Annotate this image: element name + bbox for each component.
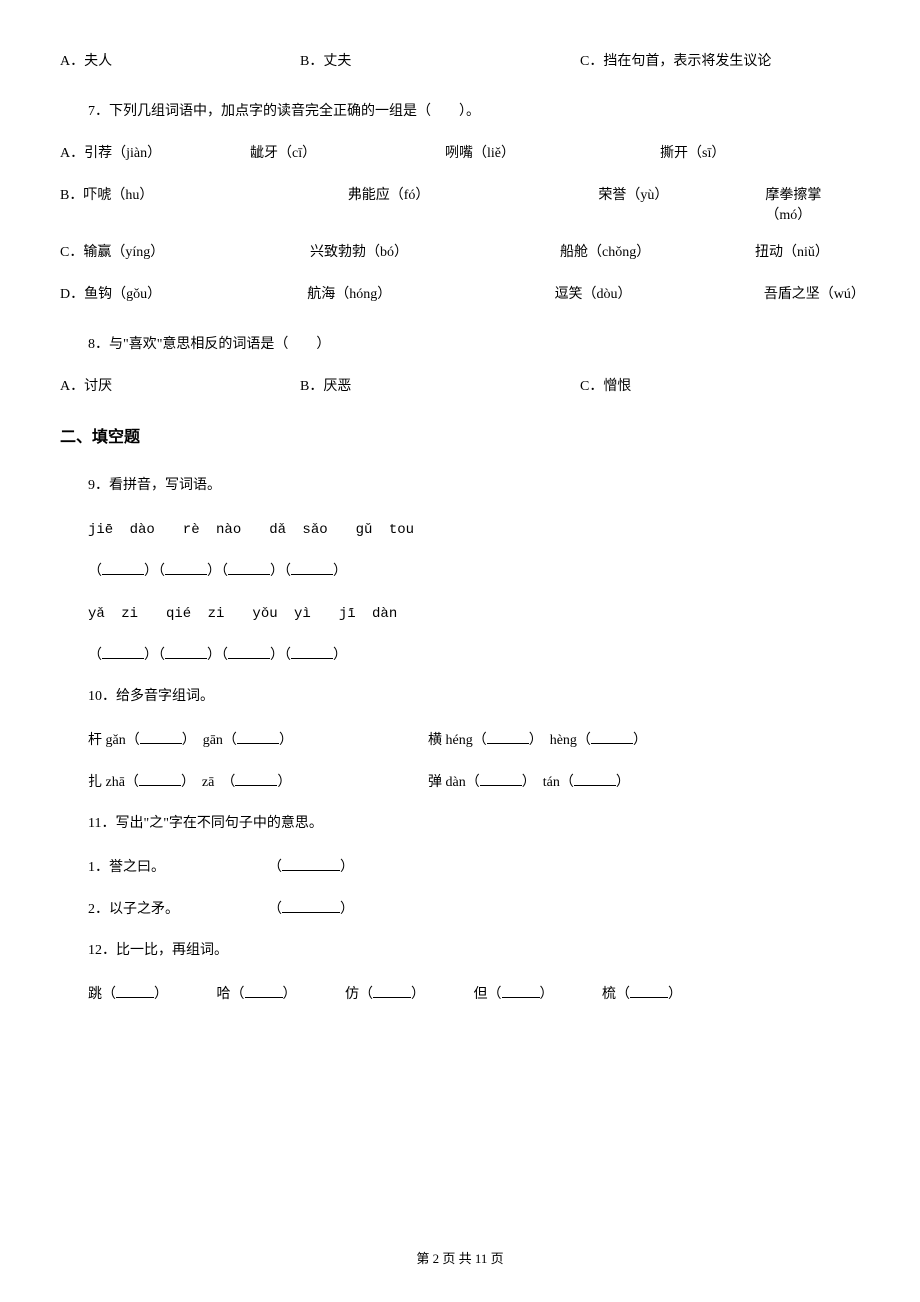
blank[interactable] bbox=[630, 984, 668, 998]
close: ） bbox=[540, 987, 554, 1002]
blank[interactable] bbox=[373, 984, 411, 998]
q7-d-3: 逗笑（dòu） bbox=[555, 283, 764, 303]
q10-row-1: 杆 gǎn（ ） gān（ ） 横 héng（ ） hèng（ ） bbox=[88, 729, 860, 749]
q6-option-b: B．丈夫 bbox=[300, 50, 580, 70]
q12-d: 但（ bbox=[474, 987, 502, 1002]
q11-text: 11．写出"之"字在不同句子中的意思。 bbox=[88, 813, 860, 834]
q12-b: 哈（ bbox=[217, 987, 245, 1002]
close: ） bbox=[154, 987, 168, 1002]
q10-r2-r2: ） tán（ bbox=[522, 775, 574, 790]
close: ） bbox=[411, 987, 425, 1002]
q10-r1-l3: ） bbox=[279, 733, 293, 748]
blank[interactable] bbox=[102, 561, 144, 575]
blank[interactable] bbox=[237, 730, 279, 744]
blank[interactable] bbox=[228, 645, 270, 659]
q7-c-3: 船舱（chǒng） bbox=[560, 241, 755, 261]
q7-option-a: A．引荐（jiàn） 龇牙（cī） 咧嘴（liě） 撕开（sī） bbox=[60, 142, 860, 162]
q9-pinyin-1: jiē dào rè nào dǎ sǎo gǔ tou bbox=[88, 518, 860, 538]
blank[interactable] bbox=[282, 857, 340, 871]
blank[interactable] bbox=[102, 645, 144, 659]
close: ） bbox=[283, 987, 297, 1002]
q7-c-4: 扭动（niǔ） bbox=[755, 241, 829, 261]
q7-d-4: 吾盾之坚（wú） bbox=[764, 283, 860, 303]
blank[interactable] bbox=[291, 561, 333, 575]
blank[interactable] bbox=[502, 984, 540, 998]
blank[interactable] bbox=[291, 645, 333, 659]
q7-option-c: C．输赢（yíng） 兴致勃勃（bó） 船舱（chǒng） 扭动（niǔ） bbox=[60, 241, 860, 261]
blank[interactable] bbox=[116, 984, 154, 998]
q8-option-b: B．厌恶 bbox=[300, 375, 580, 395]
q10-r2-l1: 扎 zhā（ bbox=[88, 775, 139, 790]
q10-r1-r1: 横 héng（ bbox=[428, 733, 487, 748]
q12-text: 12．比一比，再组词。 bbox=[88, 940, 860, 961]
section-2-title: 二、填空题 bbox=[60, 423, 860, 447]
q9-text: 9．看拼音，写词语。 bbox=[88, 475, 860, 496]
blank[interactable] bbox=[487, 730, 529, 744]
q7-option-d: D．鱼钩（gǒu） 航海（hóng） 逗笑（dòu） 吾盾之坚（wú） bbox=[60, 283, 860, 303]
q11-item-1: 1．誉之曰。 （） bbox=[88, 856, 860, 876]
blank[interactable] bbox=[165, 645, 207, 659]
blank[interactable] bbox=[591, 730, 633, 744]
q11-label-2: 2．以子之矛。 bbox=[88, 898, 268, 918]
q6-option-a: A．夫人 bbox=[60, 50, 300, 70]
q10-row-2: 扎 zhā（ ） zā （ ） 弹 dàn（ ） tán（ ） bbox=[88, 771, 860, 791]
q6-option-c: C．挡在句首，表示将发生议论 bbox=[580, 50, 860, 70]
q10-r2-l2: ） zā （ bbox=[181, 775, 235, 790]
q8-option-c: C．憎恨 bbox=[580, 375, 860, 395]
q11-label-1: 1．誉之曰。 bbox=[88, 856, 268, 876]
q7-text: 7．下列几组词语中，加点字的读音完全正确的一组是（ ）。 bbox=[88, 100, 860, 120]
q8-options: A．讨厌 B．厌恶 C．憎恨 bbox=[60, 375, 860, 395]
close: ） bbox=[668, 987, 682, 1002]
q7-c-2: 兴致勃勃（bó） bbox=[310, 241, 560, 261]
q9-blanks-2: （）（）（）（） bbox=[88, 644, 860, 664]
q7-a-1: A．引荐（jiàn） bbox=[60, 142, 250, 162]
q7-d-1: D．鱼钩（gǒu） bbox=[60, 283, 307, 303]
q11-item-2: 2．以子之矛。 （） bbox=[88, 898, 860, 918]
q8-option-a: A．讨厌 bbox=[60, 375, 300, 395]
q7-b-1: B．吓唬（hu） bbox=[60, 184, 348, 224]
q10-r2-l3: ） bbox=[277, 775, 291, 790]
blank[interactable] bbox=[574, 772, 616, 786]
q7-b-4: 摩拳擦掌（mó） bbox=[765, 184, 860, 224]
blank[interactable] bbox=[480, 772, 522, 786]
q7-a-3: 咧嘴（liě） bbox=[445, 142, 660, 162]
q7-a-4: 撕开（sī） bbox=[660, 142, 725, 162]
blank[interactable] bbox=[140, 730, 182, 744]
q10-r1-r3: ） bbox=[633, 733, 647, 748]
blank[interactable] bbox=[245, 984, 283, 998]
q8-text: 8．与"喜欢"意思相反的词语是（ ） bbox=[88, 333, 860, 353]
q6-options: A．夫人 B．丈夫 C．挡在句首，表示将发生议论 bbox=[60, 50, 860, 70]
q9-blanks-1: （）（）（）（） bbox=[88, 560, 860, 580]
q10-r2-r1: 弹 dàn（ bbox=[428, 775, 480, 790]
q7-b-3: 荣誉（yù） bbox=[598, 184, 765, 224]
q10-r1-r2: ） hèng（ bbox=[529, 733, 591, 748]
blank[interactable] bbox=[139, 772, 181, 786]
q12-items: 跳（ ） 哈（ ） 仿（ ） 但（ ） 梳（ ） bbox=[88, 983, 860, 1003]
q7-c-1: C．输赢（yíng） bbox=[60, 241, 310, 261]
blank[interactable] bbox=[235, 772, 277, 786]
q12-c: 仿（ bbox=[345, 987, 373, 1002]
blank[interactable] bbox=[165, 561, 207, 575]
q7-a-2: 龇牙（cī） bbox=[250, 142, 445, 162]
q10-r1-l2: ） gān（ bbox=[182, 733, 237, 748]
q10-r2-r3: ） bbox=[616, 775, 630, 790]
q12-a: 跳（ bbox=[88, 987, 116, 1002]
q9-pinyin-2: yǎ zi qié zi yǒu yì jī dàn bbox=[88, 602, 860, 622]
page-footer: 第 2 页 共 11 页 bbox=[0, 1248, 920, 1267]
q10-r1-l1: 杆 gǎn（ bbox=[88, 733, 140, 748]
q7-d-2: 航海（hóng） bbox=[307, 283, 554, 303]
q7-option-b: B．吓唬（hu） 弗能应（fó） 荣誉（yù） 摩拳擦掌（mó） bbox=[60, 184, 860, 224]
blank[interactable] bbox=[282, 899, 340, 913]
q12-e: 梳（ bbox=[602, 987, 630, 1002]
blank[interactable] bbox=[228, 561, 270, 575]
q10-text: 10．给多音字组词。 bbox=[88, 686, 860, 707]
q7-b-2: 弗能应（fó） bbox=[348, 184, 599, 224]
